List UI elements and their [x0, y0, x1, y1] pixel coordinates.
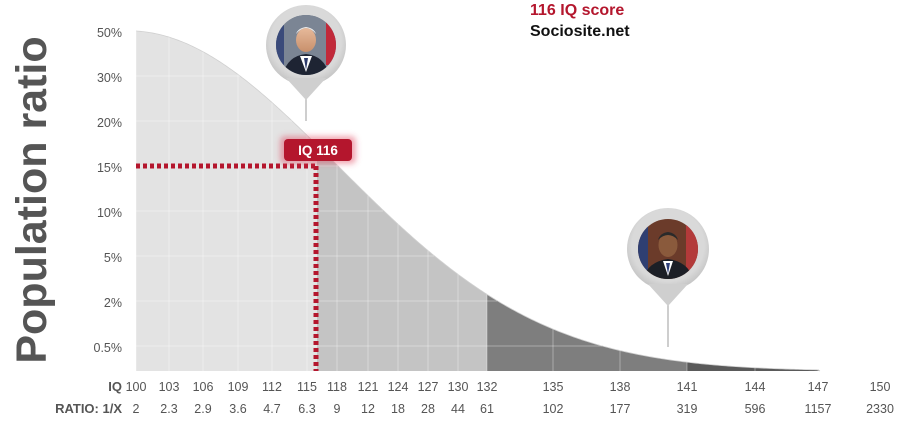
ratio-tick-labels: 2 2.3 2.9 3.6 4.7 6.3 9 12 18 28 44 61 102 177 319 596 1…	[133, 402, 894, 416]
x-tick-103: 103	[159, 380, 180, 394]
ratio-tick-130: 44	[451, 402, 465, 416]
x-tick-135: 135	[543, 380, 564, 394]
x-tick-118: 118	[327, 380, 347, 394]
x-tick-109: 109	[228, 380, 249, 394]
ratio-tick-150: 2330	[866, 402, 894, 416]
y-tick-10: 10%	[97, 206, 122, 220]
x-tick-labels: 100 103 106 109 112 115 118 121 124 127 130 132 135 1…	[126, 380, 891, 394]
x-tick-147: 147	[808, 380, 829, 394]
y-tick-2: 2%	[104, 296, 122, 310]
x-tick-106: 106	[193, 380, 214, 394]
ratio-row-label: RATIO: 1/X	[55, 401, 122, 416]
x-tick-115: 115	[297, 380, 317, 394]
ratio-tick-147: 1157	[805, 402, 832, 416]
marker-badge	[284, 139, 352, 161]
y-tick-50: 50%	[97, 26, 122, 40]
x-tick-127: 127	[418, 380, 439, 394]
ratio-tick-135: 102	[543, 402, 564, 416]
x-tick-100: 100	[126, 380, 147, 394]
y-tick-05: 0.5%	[94, 341, 123, 355]
biden-portrait-pin	[266, 5, 346, 121]
obama-portrait-pin	[627, 208, 709, 347]
y-tick-15: 15%	[97, 161, 122, 175]
ratio-tick-106: 2.9	[194, 402, 211, 416]
area-band-2	[317, 145, 487, 371]
ratio-tick-138: 177	[610, 402, 631, 416]
iq-marker: IQ 116	[136, 136, 356, 371]
x-tick-130: 130	[448, 380, 469, 394]
chart-subtitle: Sociosite.net	[530, 23, 630, 40]
x-tick-138: 138	[610, 380, 631, 394]
marker-badge-label: IQ 116	[298, 143, 338, 158]
ratio-tick-141: 319	[677, 402, 698, 416]
x-tick-132: 132	[477, 380, 498, 394]
ratio-tick-109: 3.6	[229, 402, 246, 416]
x-tick-150: 150	[870, 380, 891, 394]
ratio-tick-121: 12	[361, 402, 375, 416]
y-tick-5: 5%	[104, 251, 122, 265]
x-tick-141: 141	[677, 380, 698, 394]
ratio-tick-115: 6.3	[298, 402, 315, 416]
y-tick-30: 30%	[97, 71, 122, 85]
ratio-tick-100: 2	[133, 402, 140, 416]
iq-row-label: IQ	[108, 379, 122, 394]
ratio-tick-144: 596	[745, 402, 766, 416]
y-axis-label: Population ratio	[8, 36, 56, 363]
chart-title: 116 IQ score	[530, 2, 624, 19]
area-band-1	[136, 31, 317, 371]
x-tick-144: 144	[745, 380, 766, 394]
ratio-tick-103: 2.3	[160, 402, 177, 416]
ratio-tick-112: 4.7	[263, 402, 280, 416]
ratio-tick-124: 18	[391, 402, 405, 416]
x-tick-124: 124	[388, 380, 409, 394]
ratio-tick-118: 9	[334, 402, 341, 416]
area-band-4	[687, 362, 820, 371]
area-bands	[135, 30, 821, 372]
biden-portrait-image	[276, 15, 336, 75]
x-tick-121: 121	[358, 380, 379, 394]
x-tick-112: 112	[262, 380, 282, 394]
ratio-tick-127: 28	[421, 402, 435, 416]
y-tick-20: 20%	[97, 116, 122, 130]
distribution-curve	[135, 30, 821, 372]
area-band-3	[487, 294, 687, 371]
ratio-tick-132: 61	[480, 402, 494, 416]
